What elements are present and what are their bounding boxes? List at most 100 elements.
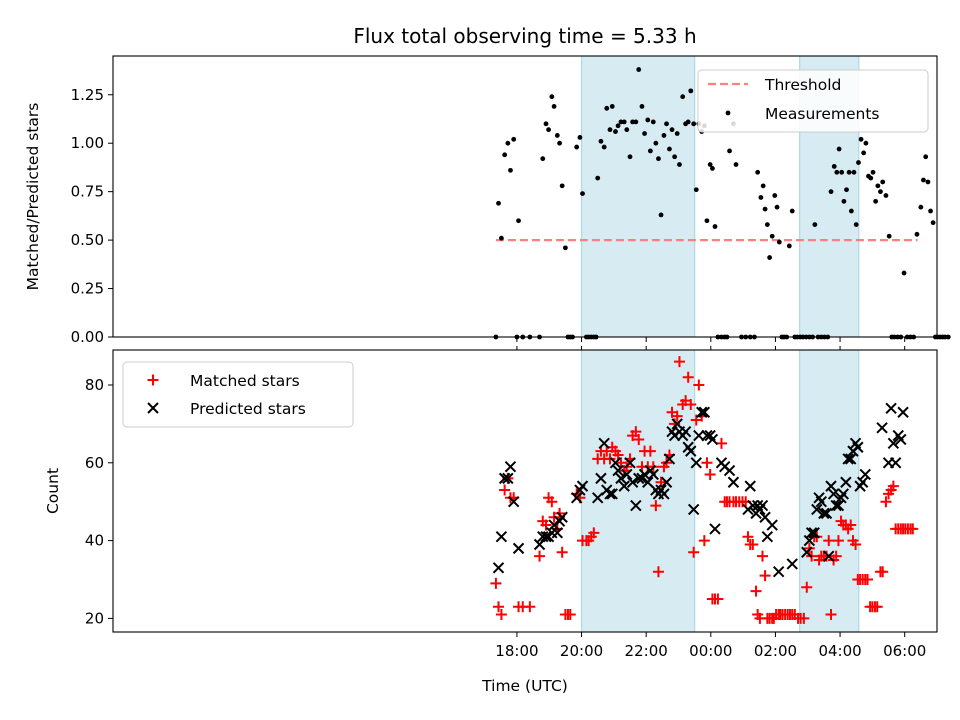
predicted-star-marker [820, 507, 833, 520]
measurement-point [633, 119, 639, 125]
measurement-point [831, 164, 837, 169]
predicted-star-marker [786, 558, 798, 570]
measurement-point [688, 88, 694, 94]
measurement-point [669, 127, 675, 133]
measurement-point [856, 160, 861, 165]
measurement-point [685, 119, 691, 125]
x-tick-label: 18:00 [495, 642, 538, 660]
matched-star-marker [493, 601, 505, 613]
measurement-point [516, 218, 521, 224]
measurement-point [868, 175, 874, 181]
predicted-star-marker [698, 406, 711, 418]
counts-panel: 20 40 60 80 18:00 20:00 22:00 00:00 02:00 04:00 06… [44, 346, 938, 660]
x-tick-label: 02:00 [754, 642, 797, 660]
matched-star-marker [757, 550, 769, 562]
measurement-point [776, 239, 782, 245]
measurement-point [554, 133, 560, 138]
matched-star-marker [630, 426, 642, 438]
legend-label: Threshold [764, 76, 841, 94]
predicted-star-marker [540, 530, 552, 543]
matched-star-marker [604, 453, 616, 465]
predicted-star-marker [630, 499, 642, 512]
measurement-point [841, 198, 847, 204]
predicted-star-marker [840, 476, 852, 488]
predicted-star-marker [811, 503, 823, 516]
legend-label: Predicted stars [190, 400, 306, 418]
measurement-point [870, 169, 876, 175]
predicted-star-marker [845, 453, 857, 465]
measurement-point [636, 67, 642, 72]
predicted-star-marker [618, 480, 630, 492]
predicted-star-marker [747, 499, 759, 512]
matched-star-marker [612, 449, 624, 461]
y-tick-label: 0.75 [71, 183, 104, 201]
measurement-point [923, 154, 929, 160]
predicted-star-marker [766, 519, 778, 531]
measurement-point [861, 150, 867, 156]
matched-star-marker [704, 468, 716, 480]
measurement-point [733, 162, 739, 167]
matched-star-marker [715, 437, 727, 449]
matched-star-marker [588, 527, 600, 539]
matched-star-marker [712, 593, 724, 605]
predicted-star-marker [512, 542, 525, 555]
measurement-point [918, 204, 924, 210]
measurement-point [712, 224, 718, 229]
y-tick-label: 0.25 [71, 280, 104, 298]
measurement-point [772, 193, 778, 198]
measurement-point [650, 119, 656, 125]
measurement-point [858, 136, 864, 142]
predicted-star-marker [887, 437, 900, 450]
measurement-point [851, 169, 857, 175]
measurement-point [921, 177, 926, 183]
matched-star-marker [682, 371, 694, 383]
x-axis-label: Time (UTC) [481, 677, 568, 695]
matched-star-marker [750, 585, 762, 597]
shaded-interval [799, 350, 859, 632]
shaded-interval [581, 350, 695, 632]
measurement-point [604, 105, 610, 111]
predicted-star-marker [507, 495, 520, 508]
measurement-point [551, 103, 557, 109]
measurement-point [928, 208, 933, 214]
predicted-star-marker [727, 476, 740, 488]
measurement-point [667, 146, 672, 152]
measurement-point [664, 121, 669, 127]
predicted-star-marker [679, 425, 692, 438]
predicted-star-marker [876, 422, 888, 434]
y-axis-label: Count [44, 468, 62, 514]
matched-star-marker [759, 570, 771, 582]
predicted-star-marker [492, 562, 505, 574]
y-tick-label: 40 [85, 532, 104, 550]
predicted-star-marker [633, 472, 645, 485]
predicted-star-marker [626, 476, 639, 488]
matched-star-marker [633, 433, 645, 445]
legend-box [122, 361, 354, 428]
matched-star-marker [671, 410, 683, 422]
y-tick-label: 1.00 [71, 134, 104, 152]
measurement-point [755, 169, 761, 175]
y-axis-label: Matched/Predicted stars [24, 103, 42, 291]
measurement-point [502, 152, 508, 158]
measurement-point [769, 233, 775, 239]
matched-star-marker [742, 531, 754, 543]
matched-star-marker [693, 379, 705, 391]
measurement-point [710, 166, 715, 171]
predicted-star-marker [856, 476, 869, 488]
measurement-point [621, 119, 627, 125]
predicted-star-marker [621, 468, 633, 481]
predicted-star-marker [709, 523, 721, 535]
measurement-point [601, 144, 607, 150]
predicted-star-marker [685, 445, 697, 457]
y-tick-label: 20 [85, 609, 104, 627]
predicted-star-marker [606, 488, 618, 500]
predicted-star-marker [808, 527, 820, 539]
chart-title: Flux total observing time = 5.33 h [353, 24, 696, 48]
measurement-point [627, 154, 633, 160]
measurement-point [760, 183, 766, 189]
predicted-star-marker [761, 530, 774, 543]
predicted-star-marker [895, 433, 907, 446]
x-tick-label: 00:00 [689, 642, 732, 660]
measurement-point [496, 200, 501, 206]
measurement-point [505, 140, 511, 146]
